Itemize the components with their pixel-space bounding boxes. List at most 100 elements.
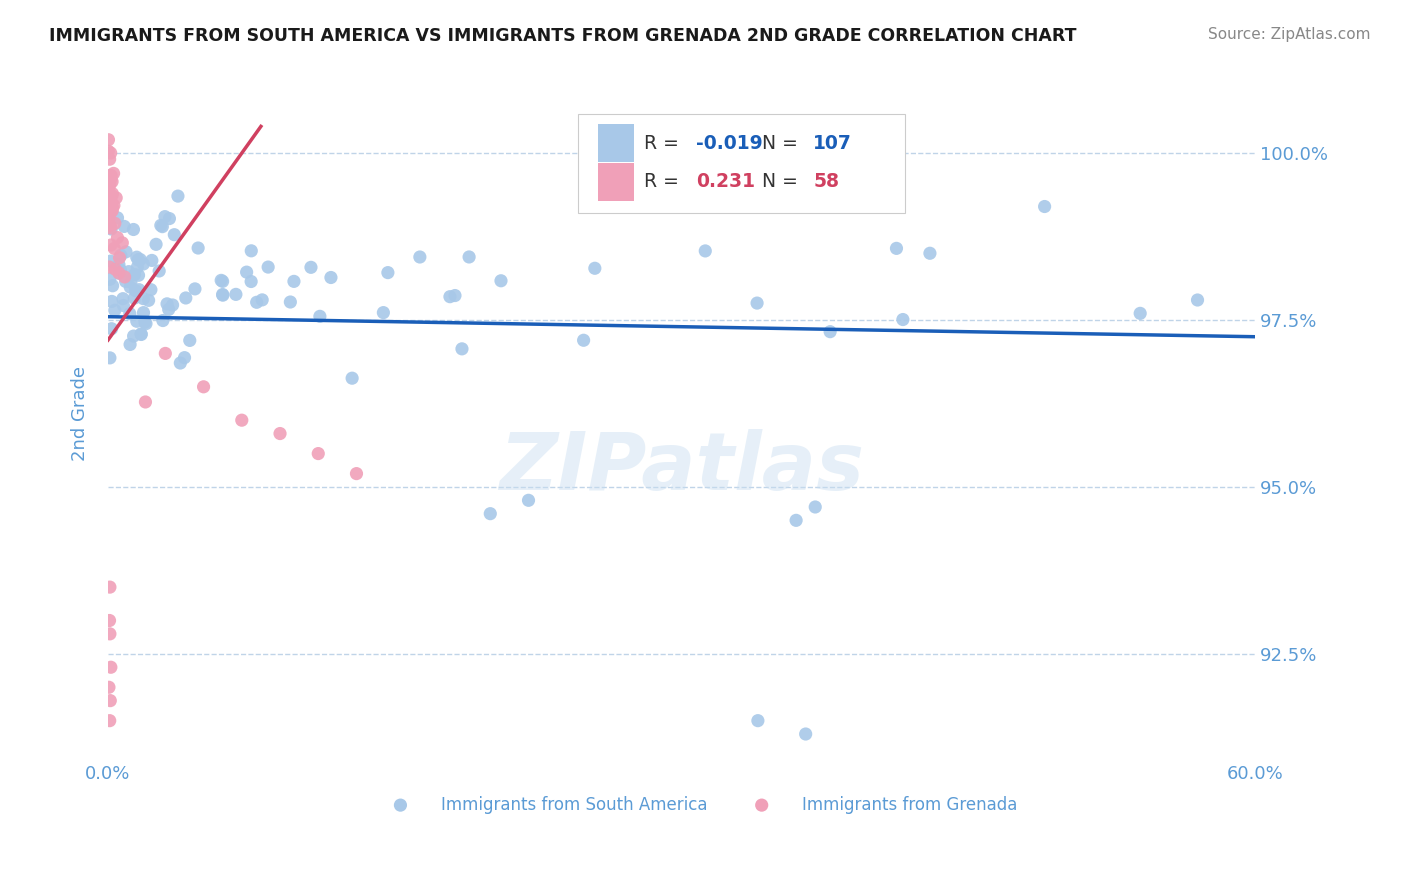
Point bbox=[103, 198, 125, 212]
Point bbox=[100, 169, 122, 183]
Point bbox=[124, 268, 146, 282]
Point bbox=[100, 238, 122, 252]
Point bbox=[98, 627, 121, 641]
Point bbox=[235, 265, 257, 279]
Point bbox=[134, 395, 156, 409]
Point bbox=[125, 314, 148, 328]
Point bbox=[128, 268, 150, 283]
Point bbox=[174, 291, 197, 305]
Point bbox=[98, 714, 121, 728]
Point bbox=[280, 295, 302, 310]
Text: Immigrants from Grenada: Immigrants from Grenada bbox=[801, 797, 1017, 814]
Point bbox=[104, 303, 127, 318]
Point bbox=[100, 146, 122, 161]
Point bbox=[103, 166, 125, 180]
Text: Source: ZipAtlas.com: Source: ZipAtlas.com bbox=[1208, 27, 1371, 42]
Point bbox=[169, 356, 191, 370]
Point bbox=[211, 274, 233, 288]
Point bbox=[157, 302, 180, 317]
Point bbox=[149, 219, 172, 233]
Point bbox=[100, 204, 122, 219]
Point bbox=[818, 325, 841, 339]
Point bbox=[225, 287, 247, 301]
Point bbox=[97, 133, 120, 147]
Point bbox=[120, 275, 142, 289]
Point bbox=[112, 219, 135, 234]
Point bbox=[124, 284, 146, 298]
Text: 107: 107 bbox=[813, 134, 852, 153]
Point bbox=[804, 500, 827, 514]
Point bbox=[111, 292, 134, 306]
FancyBboxPatch shape bbox=[578, 114, 905, 212]
Point bbox=[283, 274, 305, 288]
Point bbox=[187, 241, 209, 255]
Point bbox=[747, 714, 769, 728]
Point bbox=[100, 201, 122, 215]
Text: N =: N = bbox=[762, 134, 804, 153]
Point bbox=[101, 294, 124, 309]
Point bbox=[891, 312, 914, 326]
Point bbox=[101, 186, 124, 201]
Point bbox=[100, 194, 122, 209]
Point bbox=[98, 693, 121, 707]
Point bbox=[257, 260, 280, 274]
Point bbox=[100, 188, 122, 202]
Point bbox=[1187, 293, 1209, 307]
Point bbox=[489, 274, 512, 288]
Point bbox=[193, 380, 215, 394]
Point bbox=[135, 317, 157, 331]
Point bbox=[118, 307, 141, 321]
Point bbox=[152, 313, 174, 327]
Point bbox=[134, 315, 156, 329]
Point bbox=[377, 266, 399, 280]
Point bbox=[139, 283, 162, 297]
Point bbox=[101, 200, 124, 214]
Text: R =: R = bbox=[644, 134, 685, 153]
Point bbox=[98, 580, 121, 594]
Point bbox=[128, 283, 150, 297]
Point bbox=[122, 329, 145, 343]
Text: ZIPatlas: ZIPatlas bbox=[499, 429, 863, 507]
Point bbox=[156, 297, 179, 311]
Point bbox=[307, 446, 329, 460]
Point bbox=[100, 172, 122, 186]
Point bbox=[98, 351, 121, 365]
Point bbox=[97, 187, 120, 202]
Point bbox=[98, 178, 121, 192]
Point bbox=[97, 179, 120, 194]
Point bbox=[129, 326, 152, 341]
Point bbox=[127, 260, 149, 275]
Point bbox=[122, 222, 145, 236]
Point bbox=[98, 272, 121, 286]
Point bbox=[104, 262, 127, 277]
Point bbox=[101, 203, 124, 218]
Point bbox=[173, 351, 195, 365]
Point bbox=[458, 250, 481, 264]
Point bbox=[120, 280, 142, 294]
Point bbox=[444, 288, 467, 302]
Point bbox=[132, 292, 155, 306]
Point bbox=[340, 371, 363, 385]
Point bbox=[98, 171, 121, 186]
Point bbox=[309, 310, 332, 324]
Point bbox=[517, 493, 540, 508]
Point bbox=[98, 206, 121, 220]
Point bbox=[745, 296, 768, 310]
Point bbox=[211, 287, 233, 301]
Text: IMMIGRANTS FROM SOUTH AMERICA VS IMMIGRANTS FROM GRENADA 2ND GRADE CORRELATION C: IMMIGRANTS FROM SOUTH AMERICA VS IMMIGRA… bbox=[49, 27, 1077, 45]
Point bbox=[114, 274, 136, 288]
Point bbox=[127, 252, 149, 267]
Point bbox=[97, 217, 120, 231]
Point bbox=[125, 250, 148, 264]
FancyBboxPatch shape bbox=[598, 163, 634, 201]
Point bbox=[103, 242, 125, 256]
Point bbox=[162, 298, 184, 312]
Point bbox=[132, 257, 155, 271]
Point bbox=[97, 186, 120, 200]
Point bbox=[153, 210, 176, 224]
Text: 58: 58 bbox=[813, 172, 839, 192]
Point bbox=[100, 322, 122, 336]
Point bbox=[794, 727, 817, 741]
Point bbox=[100, 222, 122, 236]
Point bbox=[240, 244, 263, 258]
